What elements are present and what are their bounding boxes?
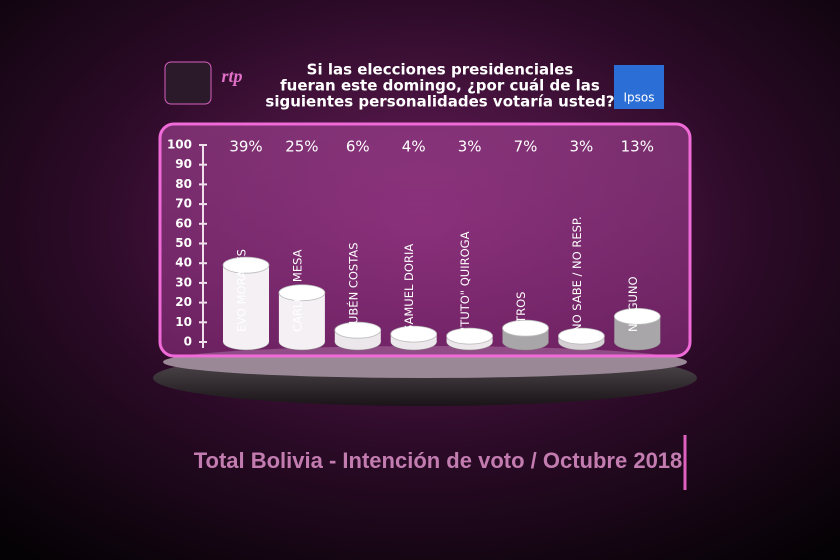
y-tick-label: 20 — [175, 295, 192, 309]
y-tick-label: 90 — [175, 157, 192, 171]
y-tick-label: 100 — [167, 138, 192, 152]
bar-cap — [558, 327, 605, 345]
bar-cap — [613, 307, 661, 325]
title-line: siguientes personalidades votaría usted? — [265, 93, 614, 111]
left-logo: rtp — [221, 66, 242, 86]
y-tick-label: 70 — [175, 197, 192, 211]
category-label: "TUTO" QUIROGA — [458, 231, 472, 332]
bar-cap — [334, 321, 382, 339]
bar — [223, 265, 269, 342]
category-label: NINGUNO — [626, 276, 640, 332]
y-tick-label: 60 — [175, 216, 192, 230]
value-label: 3% — [458, 138, 482, 156]
bar-cap — [390, 325, 438, 343]
right-logo-box — [614, 65, 664, 109]
y-tick-label: 10 — [175, 315, 192, 329]
value-label: 7% — [514, 138, 538, 156]
bar-cap — [502, 319, 549, 337]
left-logo-box — [164, 61, 212, 105]
y-tick-label: 0 — [184, 335, 192, 349]
value-label: 25% — [285, 138, 318, 156]
category-label: EVO MORALES — [235, 249, 249, 332]
category-label: RUBÉN COSTAS — [345, 242, 360, 332]
y-tick-label: 40 — [175, 256, 192, 270]
category-label: SAMUEL DORIA — [402, 244, 416, 332]
y-tick-label: 50 — [175, 236, 192, 250]
title-line: fueran este domingo, ¿por cuál de las — [280, 77, 600, 95]
bar-cap — [222, 256, 270, 274]
value-label: 4% — [402, 138, 426, 156]
value-label: 3% — [570, 138, 594, 156]
title-line: Si las elecciones presidenciales — [307, 61, 574, 79]
bar-cap — [446, 327, 494, 345]
value-label: 6% — [346, 138, 370, 156]
right-logo: Ipsos — [623, 91, 654, 105]
bar-cap — [278, 284, 326, 302]
category-label: CARLOS MESA — [290, 249, 304, 332]
footer: Total Bolivia - Intención de voto / Octu… — [194, 448, 683, 473]
category-label: NO SABE / NO RESP. — [570, 216, 584, 332]
y-tick-label: 80 — [175, 177, 192, 191]
value-label: 39% — [229, 138, 262, 156]
value-label: 13% — [621, 138, 654, 156]
y-tick-label: 30 — [175, 275, 192, 289]
category-label: OTROS — [514, 292, 528, 332]
